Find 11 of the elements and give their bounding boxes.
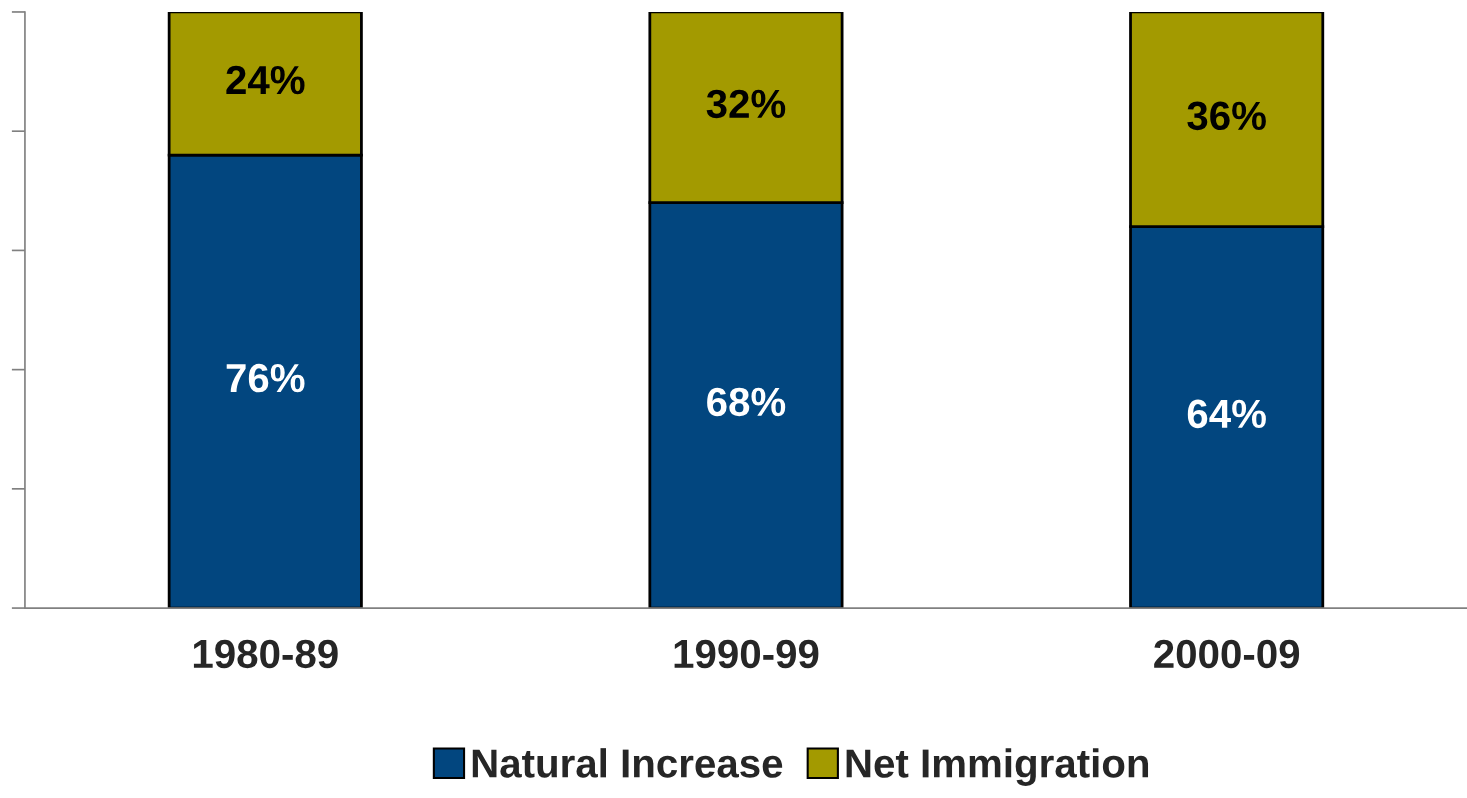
x-tick-label: 1990-99 <box>674 639 819 669</box>
x-tick-label: 2000-09 <box>1154 639 1300 669</box>
data-label: 68% <box>707 387 786 417</box>
data-label: 36% <box>1187 101 1266 131</box>
data-label: 64% <box>1187 399 1266 429</box>
data-label: 76% <box>226 363 305 393</box>
legend-label: Net Immigration <box>846 748 1149 786</box>
data-label: 24% <box>226 65 305 95</box>
legend-label: Natural Increase <box>472 748 783 778</box>
data-label: 32% <box>706 89 786 119</box>
x-tick-label: 1980-89 <box>193 639 338 669</box>
